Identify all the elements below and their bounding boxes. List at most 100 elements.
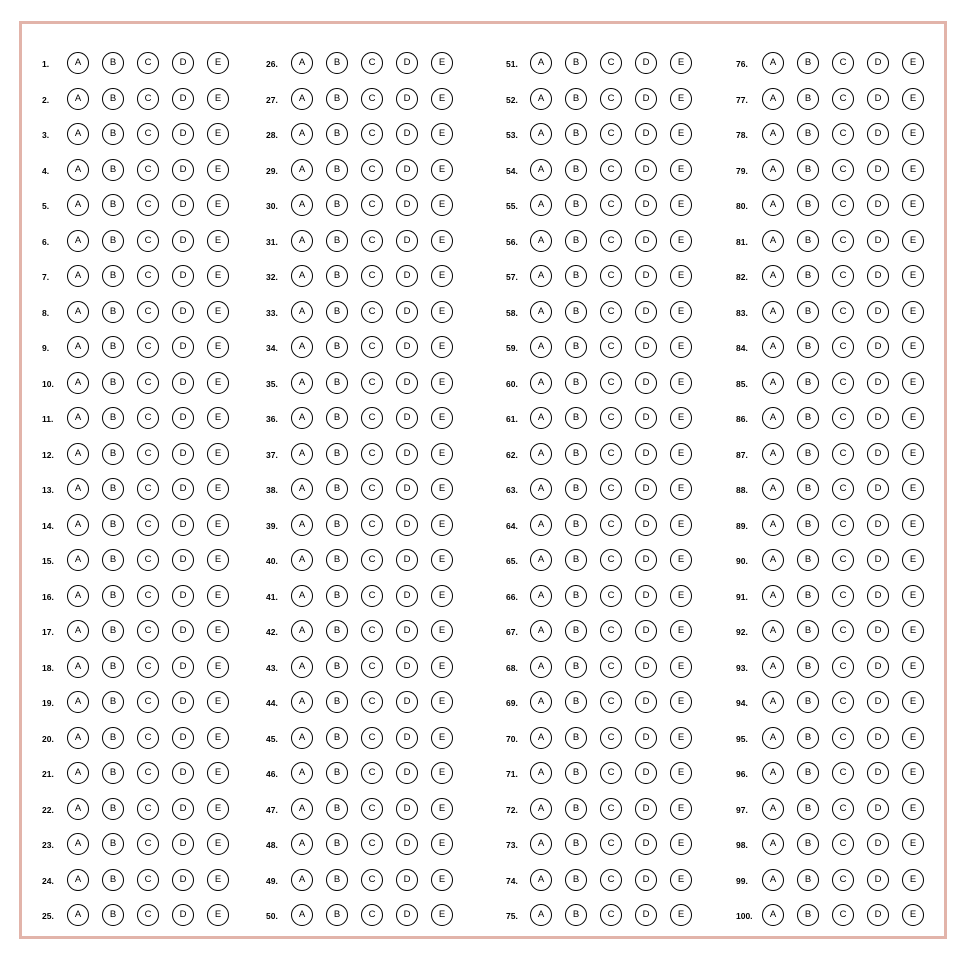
answer-bubble-e[interactable]: E [431, 265, 453, 287]
answer-bubble-b[interactable]: B [797, 833, 819, 855]
answer-bubble-c[interactable]: C [832, 300, 854, 323]
answer-bubble-c[interactable]: C [137, 478, 159, 500]
answer-bubble-b[interactable]: B [102, 762, 124, 784]
answer-bubble-e[interactable]: E [207, 620, 229, 642]
answer-bubble-d[interactable]: D [635, 762, 657, 784]
answer-bubble-a[interactable]: A [291, 478, 313, 500]
answer-bubble-e[interactable]: E [670, 123, 692, 145]
answer-bubble-b[interactable]: B [797, 265, 819, 287]
answer-bubble-e[interactable]: E [431, 442, 453, 465]
answer-bubble-e[interactable]: E [207, 762, 229, 784]
answer-bubble-c[interactable]: C [361, 726, 383, 749]
answer-bubble-e[interactable]: E [902, 52, 924, 74]
answer-bubble-c[interactable]: C [361, 797, 383, 820]
answer-bubble-e[interactable]: E [670, 691, 692, 713]
answer-bubble-e[interactable]: E [431, 194, 453, 216]
answer-bubble-b[interactable]: B [102, 549, 124, 571]
answer-bubble-d[interactable]: D [635, 300, 657, 323]
answer-bubble-d[interactable]: D [635, 371, 657, 394]
answer-bubble-e[interactable]: E [670, 762, 692, 784]
answer-bubble-e[interactable]: E [207, 797, 229, 820]
answer-bubble-d[interactable]: D [396, 52, 418, 74]
answer-bubble-c[interactable]: C [137, 52, 159, 74]
answer-bubble-e[interactable]: E [902, 868, 924, 891]
answer-bubble-b[interactable]: B [565, 868, 587, 891]
answer-bubble-d[interactable]: D [396, 691, 418, 713]
answer-bubble-a[interactable]: A [67, 833, 89, 855]
answer-bubble-e[interactable]: E [902, 371, 924, 394]
answer-bubble-b[interactable]: B [565, 549, 587, 571]
answer-bubble-b[interactable]: B [326, 478, 348, 500]
answer-bubble-e[interactable]: E [207, 194, 229, 216]
answer-bubble-d[interactable]: D [396, 513, 418, 536]
answer-bubble-a[interactable]: A [67, 336, 89, 358]
answer-bubble-b[interactable]: B [326, 904, 348, 926]
answer-bubble-b[interactable]: B [326, 584, 348, 607]
answer-bubble-c[interactable]: C [137, 265, 159, 287]
answer-bubble-b[interactable]: B [326, 868, 348, 891]
answer-bubble-d[interactable]: D [867, 158, 889, 181]
answer-bubble-c[interactable]: C [832, 158, 854, 181]
answer-bubble-e[interactable]: E [670, 549, 692, 571]
answer-bubble-b[interactable]: B [565, 336, 587, 358]
answer-bubble-b[interactable]: B [102, 655, 124, 678]
answer-bubble-a[interactable]: A [67, 371, 89, 394]
answer-bubble-e[interactable]: E [207, 904, 229, 926]
answer-bubble-e[interactable]: E [207, 833, 229, 855]
answer-bubble-a[interactable]: A [762, 513, 784, 536]
answer-bubble-e[interactable]: E [207, 478, 229, 500]
answer-bubble-d[interactable]: D [867, 87, 889, 110]
answer-bubble-a[interactable]: A [762, 87, 784, 110]
answer-bubble-e[interactable]: E [902, 265, 924, 287]
answer-bubble-c[interactable]: C [137, 336, 159, 358]
answer-bubble-a[interactable]: A [762, 229, 784, 252]
answer-bubble-c[interactable]: C [600, 123, 622, 145]
answer-bubble-b[interactable]: B [326, 513, 348, 536]
answer-bubble-a[interactable]: A [67, 762, 89, 784]
answer-bubble-d[interactable]: D [396, 158, 418, 181]
answer-bubble-c[interactable]: C [137, 300, 159, 323]
answer-bubble-c[interactable]: C [600, 336, 622, 358]
answer-bubble-e[interactable]: E [902, 833, 924, 855]
answer-bubble-c[interactable]: C [361, 300, 383, 323]
answer-bubble-c[interactable]: C [361, 513, 383, 536]
answer-bubble-b[interactable]: B [565, 478, 587, 500]
answer-bubble-a[interactable]: A [291, 655, 313, 678]
answer-bubble-a[interactable]: A [530, 407, 552, 429]
answer-bubble-c[interactable]: C [137, 513, 159, 536]
answer-bubble-b[interactable]: B [102, 229, 124, 252]
answer-bubble-d[interactable]: D [172, 584, 194, 607]
answer-bubble-b[interactable]: B [797, 868, 819, 891]
answer-bubble-a[interactable]: A [67, 478, 89, 500]
answer-bubble-b[interactable]: B [326, 123, 348, 145]
answer-bubble-a[interactable]: A [762, 726, 784, 749]
answer-bubble-a[interactable]: A [291, 442, 313, 465]
answer-bubble-d[interactable]: D [396, 478, 418, 500]
answer-bubble-a[interactable]: A [291, 513, 313, 536]
answer-bubble-a[interactable]: A [67, 123, 89, 145]
answer-bubble-d[interactable]: D [172, 52, 194, 74]
answer-bubble-d[interactable]: D [635, 478, 657, 500]
answer-bubble-b[interactable]: B [565, 655, 587, 678]
answer-bubble-e[interactable]: E [431, 620, 453, 642]
answer-bubble-d[interactable]: D [172, 478, 194, 500]
answer-bubble-c[interactable]: C [137, 229, 159, 252]
answer-bubble-d[interactable]: D [867, 833, 889, 855]
answer-bubble-a[interactable]: A [762, 52, 784, 74]
answer-bubble-c[interactable]: C [137, 691, 159, 713]
answer-bubble-a[interactable]: A [762, 300, 784, 323]
answer-bubble-c[interactable]: C [832, 620, 854, 642]
answer-bubble-b[interactable]: B [565, 158, 587, 181]
answer-bubble-b[interactable]: B [326, 158, 348, 181]
answer-bubble-e[interactable]: E [670, 265, 692, 287]
answer-bubble-e[interactable]: E [670, 655, 692, 678]
answer-bubble-b[interactable]: B [797, 620, 819, 642]
answer-bubble-b[interactable]: B [326, 371, 348, 394]
answer-bubble-b[interactable]: B [102, 265, 124, 287]
answer-bubble-d[interactable]: D [635, 513, 657, 536]
answer-bubble-b[interactable]: B [797, 371, 819, 394]
answer-bubble-a[interactable]: A [291, 300, 313, 323]
answer-bubble-a[interactable]: A [530, 158, 552, 181]
answer-bubble-b[interactable]: B [797, 478, 819, 500]
answer-bubble-e[interactable]: E [207, 868, 229, 891]
